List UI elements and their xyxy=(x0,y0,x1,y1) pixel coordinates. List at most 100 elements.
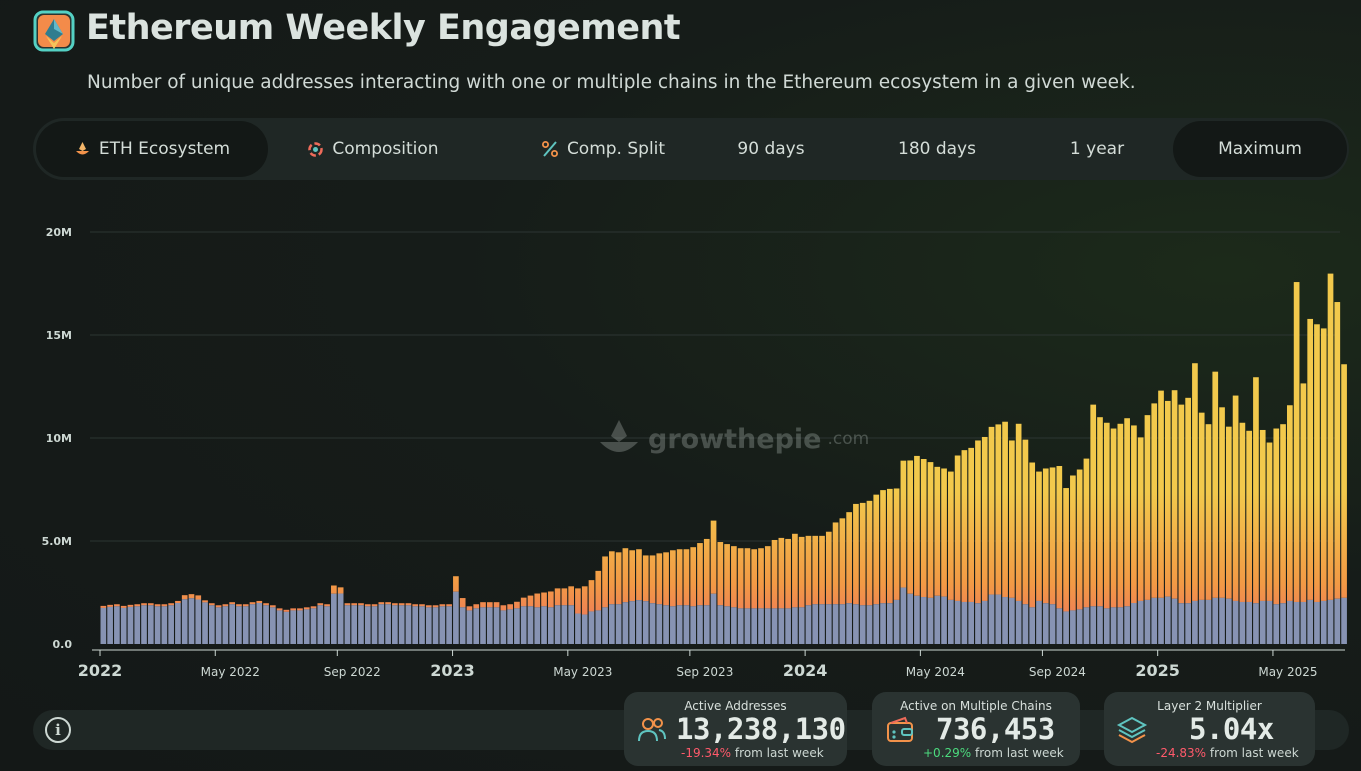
bar-base-segment xyxy=(378,604,385,644)
bar-upper-segment xyxy=(466,606,473,611)
bar-base-segment xyxy=(547,607,554,644)
bar-base-segment xyxy=(595,610,602,644)
bar-upper-segment xyxy=(717,542,724,606)
bar-base-segment xyxy=(473,608,480,644)
bar-upper-segment xyxy=(276,608,283,611)
bar-upper-segment xyxy=(303,607,310,610)
bar-base-segment xyxy=(670,606,676,644)
bar-upper-segment xyxy=(771,539,778,609)
bar-base-segment xyxy=(1266,600,1273,644)
bar-base-segment xyxy=(744,608,751,644)
tab-maximum[interactable]: Maximum xyxy=(1173,121,1347,177)
y-axis: 0.0 5.0M 10M 15M 20M xyxy=(42,226,73,651)
bar-base-segment xyxy=(649,603,656,644)
tab-eth-ecosystem[interactable]: ETH Ecosystem xyxy=(36,121,268,177)
tab-1-year[interactable]: 1 year xyxy=(1029,121,1165,177)
bar-upper-segment xyxy=(927,462,934,598)
x-tick-label: May 2025 xyxy=(1258,665,1317,679)
bar-upper-segment xyxy=(805,535,812,606)
bar-base-segment xyxy=(141,605,147,644)
bar-base-segment xyxy=(1273,604,1280,644)
bar-base-segment xyxy=(453,591,459,644)
bar-upper-segment xyxy=(405,603,412,606)
bar-upper-segment xyxy=(1232,395,1239,601)
tab-composition[interactable]: Composition xyxy=(273,121,473,177)
bar-upper-segment xyxy=(1198,412,1205,600)
bar-base-segment xyxy=(975,603,981,644)
bar-upper-segment xyxy=(1070,475,1076,611)
bar-base-segment xyxy=(317,605,324,644)
x-tick-label: May 2022 xyxy=(201,665,260,679)
bar-upper-segment xyxy=(724,544,730,607)
bar-base-segment xyxy=(303,609,310,644)
info-icon[interactable]: i xyxy=(45,717,71,743)
bar-upper-segment xyxy=(737,548,744,609)
bar-upper-segment xyxy=(134,604,141,607)
bar-base-segment xyxy=(1144,599,1151,644)
bar-base-segment xyxy=(602,607,608,644)
bar-base-segment xyxy=(703,605,710,644)
bar-upper-segment xyxy=(1287,405,1293,601)
bar-upper-segment xyxy=(825,531,832,605)
bar-upper-segment xyxy=(371,604,378,607)
tab-comp-split[interactable]: Comp. Split xyxy=(503,121,703,177)
bar-upper-segment xyxy=(1185,397,1191,604)
bar-base-segment xyxy=(236,606,242,644)
bar-base-segment xyxy=(1219,597,1225,644)
y-tick-label: 15M xyxy=(46,329,72,342)
bar-base-segment xyxy=(1246,601,1252,644)
bar-upper-segment xyxy=(270,605,276,608)
bar-base-segment xyxy=(1029,607,1036,644)
bar-upper-segment xyxy=(1036,471,1042,601)
bar-base-segment xyxy=(1097,606,1103,644)
bar-upper-segment xyxy=(1110,428,1117,608)
bar-upper-segment xyxy=(1049,467,1056,605)
bar-base-segment xyxy=(392,605,398,644)
bar-base-segment xyxy=(351,605,358,644)
bar-upper-segment xyxy=(161,604,168,607)
bar-base-segment xyxy=(466,610,473,644)
bar-base-segment xyxy=(358,605,364,644)
bar-upper-segment xyxy=(581,586,588,615)
bar-base-segment xyxy=(1287,600,1293,644)
bar-upper-segment xyxy=(731,546,737,608)
composition-icon xyxy=(307,141,324,158)
tab-label: 180 days xyxy=(898,139,976,159)
bar-base-segment xyxy=(1158,597,1164,644)
bar-upper-segment xyxy=(785,538,791,609)
bar-upper-segment xyxy=(1117,423,1124,608)
bar-base-segment xyxy=(127,606,134,644)
bar-base-segment xyxy=(839,604,846,644)
bar-base-segment xyxy=(195,599,202,644)
bar-upper-segment xyxy=(629,550,636,602)
bar-base-segment xyxy=(853,604,859,644)
bar-upper-segment xyxy=(670,550,676,607)
tab-90-days[interactable]: 90 days xyxy=(703,121,839,177)
bar-base-segment xyxy=(175,603,181,644)
card-change: -19.34% xyxy=(681,746,732,760)
bar-base-segment xyxy=(676,605,683,644)
bar-upper-segment xyxy=(1300,383,1307,602)
bar-upper-segment xyxy=(656,553,663,605)
bar-base-segment xyxy=(1002,597,1008,644)
bar-upper-segment xyxy=(446,604,452,607)
view-tab-bar: ETH Ecosystem Composition Comp. Split 90… xyxy=(33,118,1349,180)
x-tick-label: May 2024 xyxy=(906,665,965,679)
bar-base-segment xyxy=(100,607,107,644)
bar-upper-segment xyxy=(981,436,988,601)
bar-base-segment xyxy=(819,604,825,644)
growthepie-watermark: growthepie .com xyxy=(596,416,869,462)
bar-upper-segment xyxy=(358,603,364,606)
bar-upper-segment xyxy=(764,546,771,609)
bar-upper-segment xyxy=(1042,468,1049,604)
bar-upper-segment xyxy=(1137,437,1144,601)
bar-upper-segment xyxy=(331,585,337,594)
bar-upper-segment xyxy=(703,538,710,606)
eth-ecosystem-icon xyxy=(74,141,91,158)
bar-upper-segment xyxy=(819,535,825,605)
bar-upper-segment xyxy=(297,608,303,611)
bar-upper-segment xyxy=(249,602,256,605)
bar-upper-segment xyxy=(432,605,439,608)
bar-upper-segment xyxy=(893,488,900,600)
tab-180-days[interactable]: 180 days xyxy=(869,121,1005,177)
